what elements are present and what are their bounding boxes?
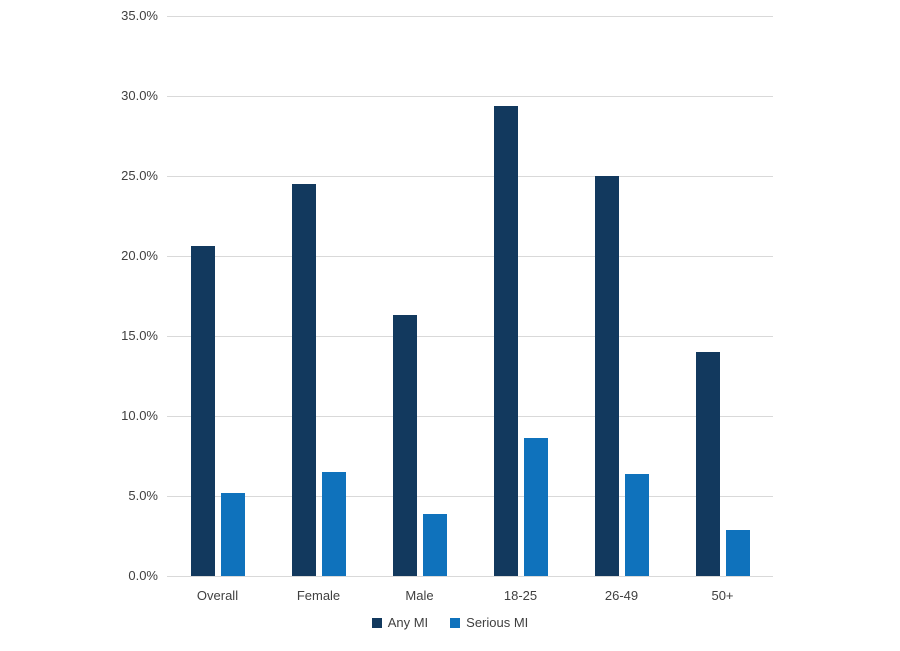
y-axis-tick-label: 10.0% xyxy=(121,408,158,423)
category-label-50+: 50+ xyxy=(711,588,734,603)
legend-item-serious-mi: Serious MI xyxy=(450,615,528,630)
category-label-overall: Overall xyxy=(196,588,239,603)
gridline xyxy=(167,16,773,17)
legend-label: Any MI xyxy=(387,615,429,630)
gridline xyxy=(167,96,773,97)
bar-any-mi-female xyxy=(291,184,316,576)
legend-swatch-icon xyxy=(371,617,382,628)
bar-serious-mi-male xyxy=(422,513,447,576)
category-label-26-49: 26-49 xyxy=(604,588,639,603)
legend-swatch-icon xyxy=(450,617,461,628)
bar-any-mi-50+ xyxy=(695,352,720,576)
legend: Any MI Serious MI xyxy=(0,615,900,630)
bar-serious-mi-female xyxy=(321,472,346,576)
y-axis-tick-label: 5.0% xyxy=(128,488,158,503)
bar-serious-mi-18-25 xyxy=(523,438,548,576)
category-label-18-25: 18-25 xyxy=(503,588,538,603)
y-axis-tick-label: 30.0% xyxy=(121,88,158,103)
legend-label: Serious MI xyxy=(466,615,529,630)
gridline xyxy=(167,416,773,417)
gridline xyxy=(167,176,773,177)
gridline xyxy=(167,336,773,337)
category-label-male: Male xyxy=(405,588,434,603)
plot-area xyxy=(167,16,773,577)
y-axis-tick-label: 0.0% xyxy=(128,568,158,583)
y-axis-tick-label: 25.0% xyxy=(121,168,158,183)
bar-any-mi-18-25 xyxy=(493,105,518,576)
bar-any-mi-overall xyxy=(190,246,215,576)
gridline xyxy=(167,256,773,257)
category-label-female: Female xyxy=(296,588,341,603)
bar-any-mi-26-49 xyxy=(594,176,619,576)
bar-serious-mi-overall xyxy=(220,492,245,576)
bar-any-mi-male xyxy=(392,315,417,576)
y-axis-tick-label: 20.0% xyxy=(121,248,158,263)
y-axis-tick-label: 35.0% xyxy=(121,8,158,23)
x-axis-line xyxy=(167,576,773,577)
legend-item-any-mi: Any MI xyxy=(371,615,429,630)
gridline xyxy=(167,496,773,497)
y-axis-tick-label: 15.0% xyxy=(121,328,158,343)
bar-serious-mi-26-49 xyxy=(624,473,649,576)
bar-serious-mi-50+ xyxy=(725,529,750,576)
